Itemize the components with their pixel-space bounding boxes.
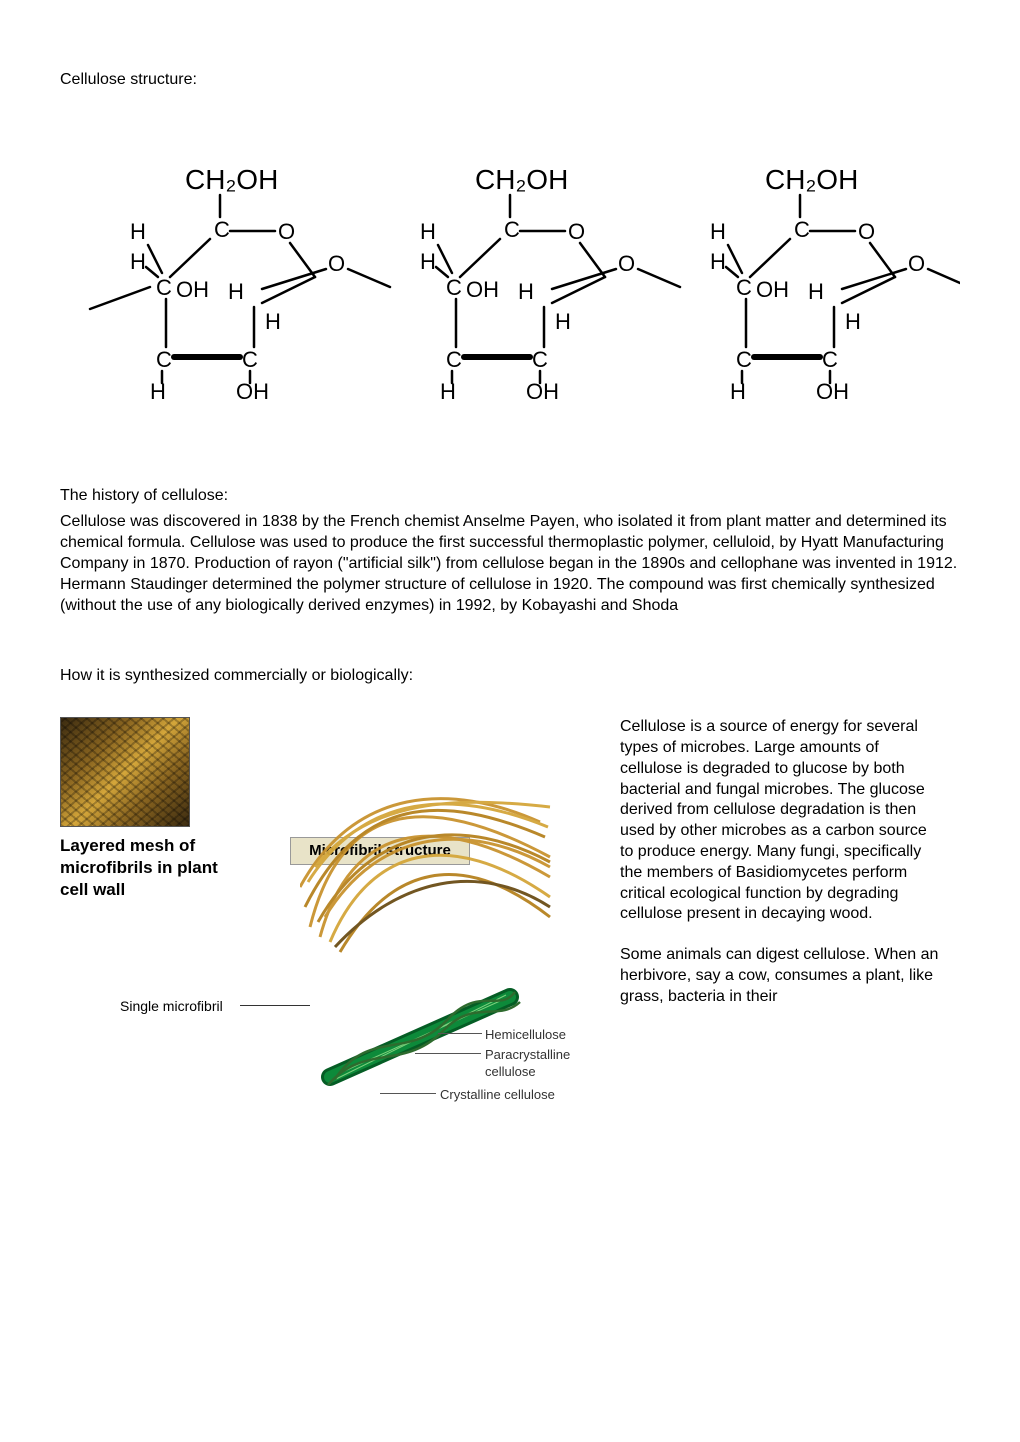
svg-text:OH: OH — [756, 277, 789, 302]
svg-text:H: H — [150, 379, 166, 404]
svg-text:H: H — [420, 249, 436, 274]
svg-text:H: H — [420, 219, 436, 244]
crystalline-label: Crystalline cellulose — [440, 1087, 555, 1104]
svg-text:H: H — [730, 379, 746, 404]
svg-text:O: O — [858, 219, 875, 244]
svg-text:C: C — [532, 347, 548, 372]
mesh-image — [60, 717, 190, 827]
single-microfibril-leader — [240, 1005, 310, 1006]
svg-text:C: C — [794, 217, 810, 242]
svg-text:CH₂OH: CH₂OH — [475, 164, 568, 195]
svg-text:CH₂OH: CH₂OH — [765, 164, 858, 195]
svg-text:H: H — [808, 279, 824, 304]
svg-text:H: H — [265, 309, 281, 334]
svg-text:C: C — [156, 347, 172, 372]
svg-text:H: H — [228, 279, 244, 304]
hemicellulose-label: Hemicellulose — [485, 1027, 566, 1044]
synthesis-paragraph-1: Cellulose is a source of energy for seve… — [620, 717, 940, 925]
synthesis-paragraph-2: Some animals can digest cellulose. When … — [620, 945, 940, 1007]
svg-text:C: C — [242, 347, 258, 372]
svg-text:C: C — [504, 217, 520, 242]
svg-text:H: H — [440, 379, 456, 404]
svg-text:C: C — [156, 275, 172, 300]
cellulose-chemical-structure: CH₂OH C O C H H OH C C H — [60, 159, 960, 419]
svg-text:O: O — [568, 219, 585, 244]
svg-text:OH: OH — [176, 277, 209, 302]
svg-text:H: H — [845, 309, 861, 334]
svg-text:H: H — [130, 219, 146, 244]
paracrystalline-label: Paracrystalline cellulose — [485, 1047, 580, 1081]
svg-text:C: C — [736, 275, 752, 300]
svg-text:O: O — [618, 251, 635, 276]
svg-text:O: O — [908, 251, 925, 276]
svg-text:H: H — [710, 249, 726, 274]
svg-text:C: C — [446, 347, 462, 372]
svg-text:C: C — [736, 347, 752, 372]
svg-text:H: H — [130, 249, 146, 274]
structure-heading: Cellulose structure: — [60, 70, 960, 91]
mesh-label: Layered mesh of microfibrils in plant ce… — [60, 835, 220, 901]
single-microfibril-label: Single microfibril — [120, 997, 223, 1015]
svg-text:OH: OH — [466, 277, 499, 302]
svg-text:H: H — [710, 219, 726, 244]
history-heading: The history of cellulose: — [60, 486, 960, 507]
ch2oh-label: CH₂OH — [185, 164, 278, 195]
history-paragraph: Cellulose was discovered in 1838 by the … — [60, 512, 960, 616]
svg-text:C: C — [214, 217, 230, 242]
svg-text:H: H — [518, 279, 534, 304]
svg-text:OH: OH — [526, 379, 559, 404]
svg-text:O: O — [328, 251, 345, 276]
svg-text:OH: OH — [816, 379, 849, 404]
svg-text:O: O — [278, 219, 295, 244]
synthesis-heading: How it is synthesized commercially or bi… — [60, 666, 960, 687]
svg-text:C: C — [446, 275, 462, 300]
svg-text:C: C — [822, 347, 838, 372]
fiber-bundle-icon — [300, 767, 560, 967]
microfibril-figure: Layered mesh of microfibrils in plant ce… — [60, 717, 580, 1137]
svg-text:H: H — [555, 309, 571, 334]
svg-text:OH: OH — [236, 379, 269, 404]
